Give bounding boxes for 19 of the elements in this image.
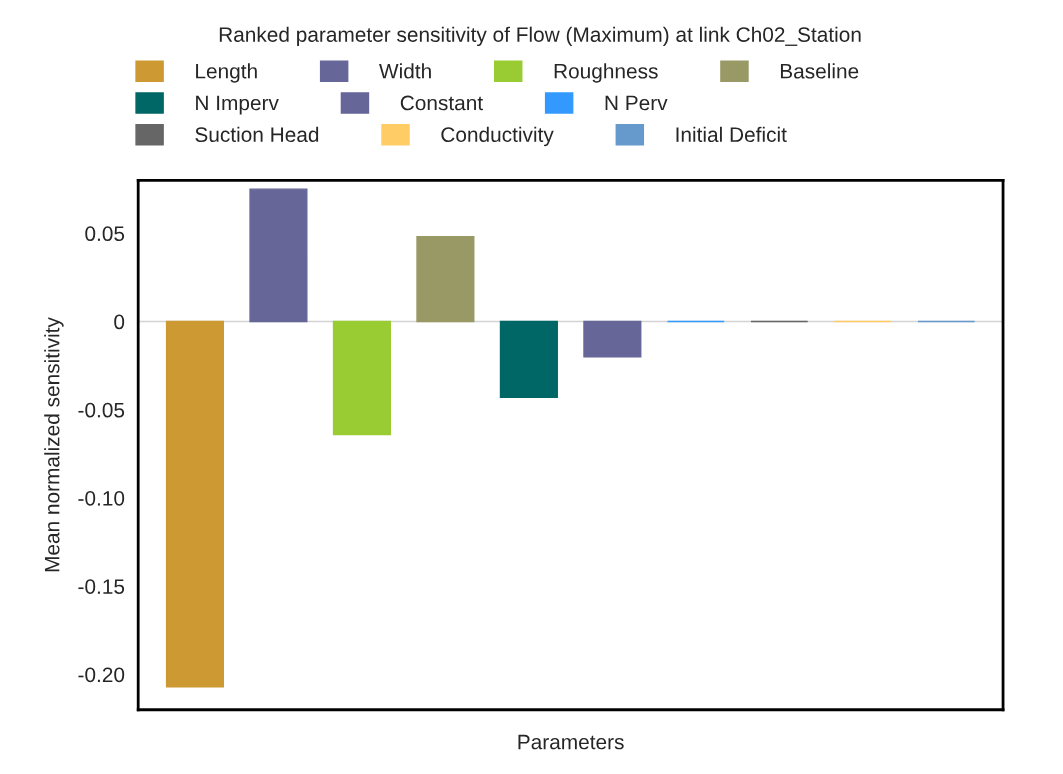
legend-label: Constant bbox=[400, 95, 483, 111]
y-axis-title: Mean normalized sensitivity bbox=[44, 317, 64, 572]
legend-label: Initial Deficit bbox=[676, 126, 787, 143]
legend-label: Roughness bbox=[554, 63, 658, 83]
chart-title: Ranked parameter sensitivity of Flow (Maximum) at link Ch02_Station bbox=[219, 26, 861, 47]
y-tick-label: -0.20 bbox=[78, 667, 125, 683]
legend-label: Baseline bbox=[780, 63, 859, 79]
legend-label: N Imperv bbox=[196, 95, 279, 115]
legend-label: Conductivity bbox=[441, 126, 554, 147]
legend-label: Suction Head bbox=[195, 126, 319, 143]
legend-label: N Perv bbox=[605, 95, 668, 111]
legend-label: Width bbox=[379, 63, 431, 79]
x-axis-title: Parameters bbox=[518, 734, 624, 750]
y-tick-label: 0.05 bbox=[85, 226, 125, 242]
y-tick-label: -0.05 bbox=[78, 402, 125, 418]
legend-label: Length bbox=[196, 63, 257, 83]
y-tick-label: 0 bbox=[114, 314, 125, 330]
y-tick-label: -0.10 bbox=[78, 490, 125, 506]
y-tick-label: -0.15 bbox=[78, 579, 125, 594]
